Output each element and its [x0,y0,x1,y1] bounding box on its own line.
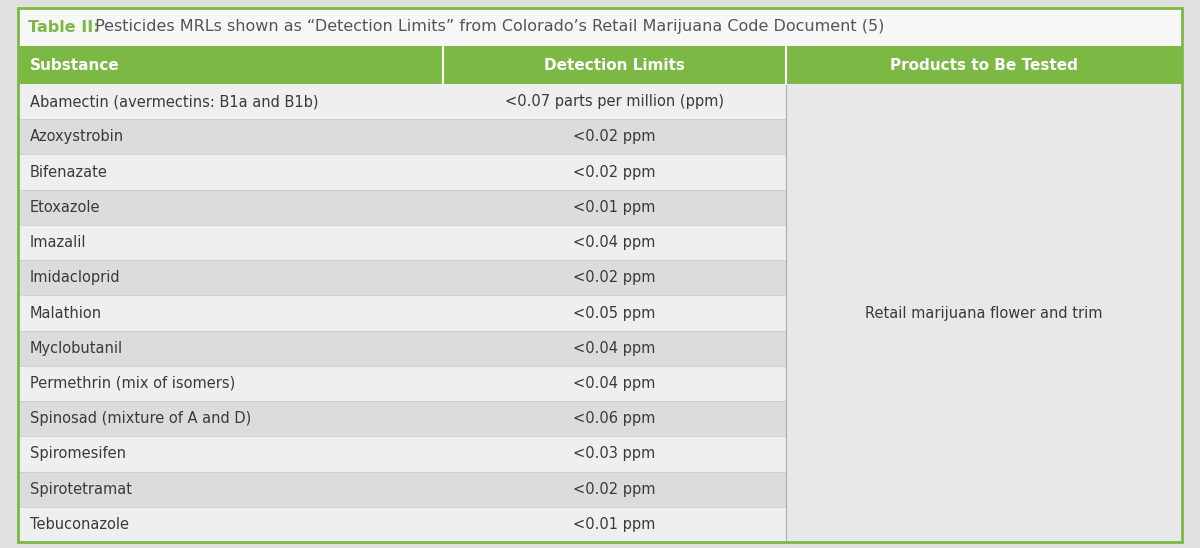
Text: <0.04 ppm: <0.04 ppm [574,376,655,391]
Bar [18,46,443,84]
Text: Tebuconazole: Tebuconazole [30,517,130,532]
Bar [786,46,1182,84]
Text: <0.02 ppm: <0.02 ppm [574,164,655,180]
Text: <0.03 ppm: <0.03 ppm [574,447,655,461]
Text: Spinosad (mixture of A and D): Spinosad (mixture of A and D) [30,411,251,426]
Bar [18,295,786,330]
Text: Etoxazole: Etoxazole [30,200,101,215]
Text: Spiromesifen: Spiromesifen [30,447,126,461]
Bar [18,84,786,119]
Bar [18,330,786,366]
Bar [18,119,786,155]
Text: <0.01 ppm: <0.01 ppm [574,200,655,215]
Text: Azoxystrobin: Azoxystrobin [30,129,124,144]
Text: Products to Be Tested: Products to Be Tested [890,58,1078,72]
Text: <0.04 ppm: <0.04 ppm [574,235,655,250]
Bar [18,507,786,542]
Bar [18,401,786,436]
Text: Detection Limits: Detection Limits [544,58,685,72]
Text: <0.02 ppm: <0.02 ppm [574,129,655,144]
Text: Retail marijuana flower and trim: Retail marijuana flower and trim [865,305,1103,321]
Text: <0.04 ppm: <0.04 ppm [574,341,655,356]
Text: Table II:: Table II: [28,20,100,35]
Text: <0.05 ppm: <0.05 ppm [574,305,655,321]
Text: Pesticides MRLs shown as “Detection Limits” from Colorado’s Retail Marijuana Cod: Pesticides MRLs shown as “Detection Limi… [90,20,884,35]
Text: <0.07 parts per million (ppm): <0.07 parts per million (ppm) [505,94,724,109]
Bar [18,260,786,295]
Bar [18,8,1182,46]
Text: Myclobutanil: Myclobutanil [30,341,124,356]
Bar [18,366,786,401]
Bar [18,155,786,190]
Bar [18,190,786,225]
Bar [18,225,786,260]
Bar [443,46,786,84]
Text: <0.06 ppm: <0.06 ppm [574,411,655,426]
Text: Permethrin (mix of isomers): Permethrin (mix of isomers) [30,376,235,391]
Text: <0.01 ppm: <0.01 ppm [574,517,655,532]
Text: Spirotetramat: Spirotetramat [30,482,132,496]
Text: Bifenazate: Bifenazate [30,164,108,180]
Text: Imidacloprid: Imidacloprid [30,270,121,286]
Text: Abamectin (avermectins: B1a and B1b): Abamectin (avermectins: B1a and B1b) [30,94,318,109]
Text: <0.02 ppm: <0.02 ppm [574,482,655,496]
Bar [786,84,1182,542]
Text: Malathion: Malathion [30,305,102,321]
Text: Imazalil: Imazalil [30,235,86,250]
Text: Substance: Substance [30,58,120,72]
Text: <0.02 ppm: <0.02 ppm [574,270,655,286]
Bar [18,436,786,471]
Bar [18,471,786,507]
